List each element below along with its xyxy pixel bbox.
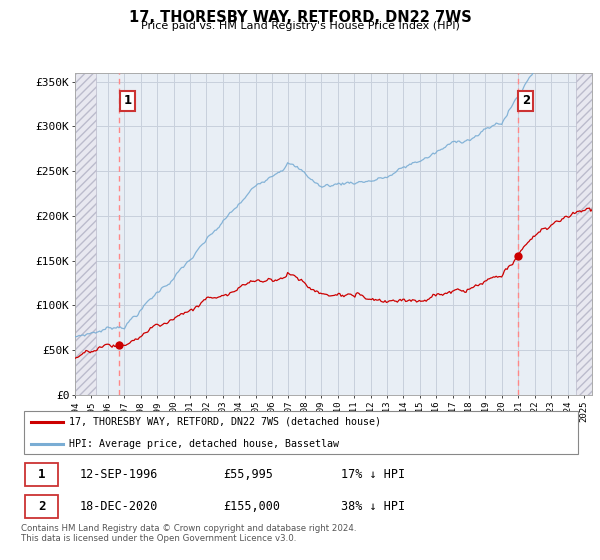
FancyBboxPatch shape xyxy=(25,495,58,518)
Text: 17, THORESBY WAY, RETFORD, DN22 7WS: 17, THORESBY WAY, RETFORD, DN22 7WS xyxy=(128,10,472,25)
Text: 1: 1 xyxy=(124,94,131,108)
Text: Contains HM Land Registry data © Crown copyright and database right 2024.
This d: Contains HM Land Registry data © Crown c… xyxy=(21,524,356,543)
Text: 18-DEC-2020: 18-DEC-2020 xyxy=(80,500,158,513)
FancyBboxPatch shape xyxy=(25,463,58,486)
Text: 2: 2 xyxy=(38,500,46,513)
FancyBboxPatch shape xyxy=(24,410,578,455)
Text: Price paid vs. HM Land Registry's House Price Index (HPI): Price paid vs. HM Land Registry's House … xyxy=(140,21,460,31)
Bar xyxy=(576,73,592,395)
Text: 1: 1 xyxy=(38,468,46,482)
Text: £155,000: £155,000 xyxy=(223,500,280,513)
Text: 38% ↓ HPI: 38% ↓ HPI xyxy=(341,500,405,513)
Text: £55,995: £55,995 xyxy=(223,468,273,482)
Text: 17% ↓ HPI: 17% ↓ HPI xyxy=(341,468,405,482)
Text: 17, THORESBY WAY, RETFORD, DN22 7WS (detached house): 17, THORESBY WAY, RETFORD, DN22 7WS (det… xyxy=(68,417,380,427)
Bar xyxy=(75,73,95,395)
Text: 2: 2 xyxy=(522,94,530,108)
Text: 12-SEP-1996: 12-SEP-1996 xyxy=(80,468,158,482)
Text: HPI: Average price, detached house, Bassetlaw: HPI: Average price, detached house, Bass… xyxy=(68,438,338,449)
